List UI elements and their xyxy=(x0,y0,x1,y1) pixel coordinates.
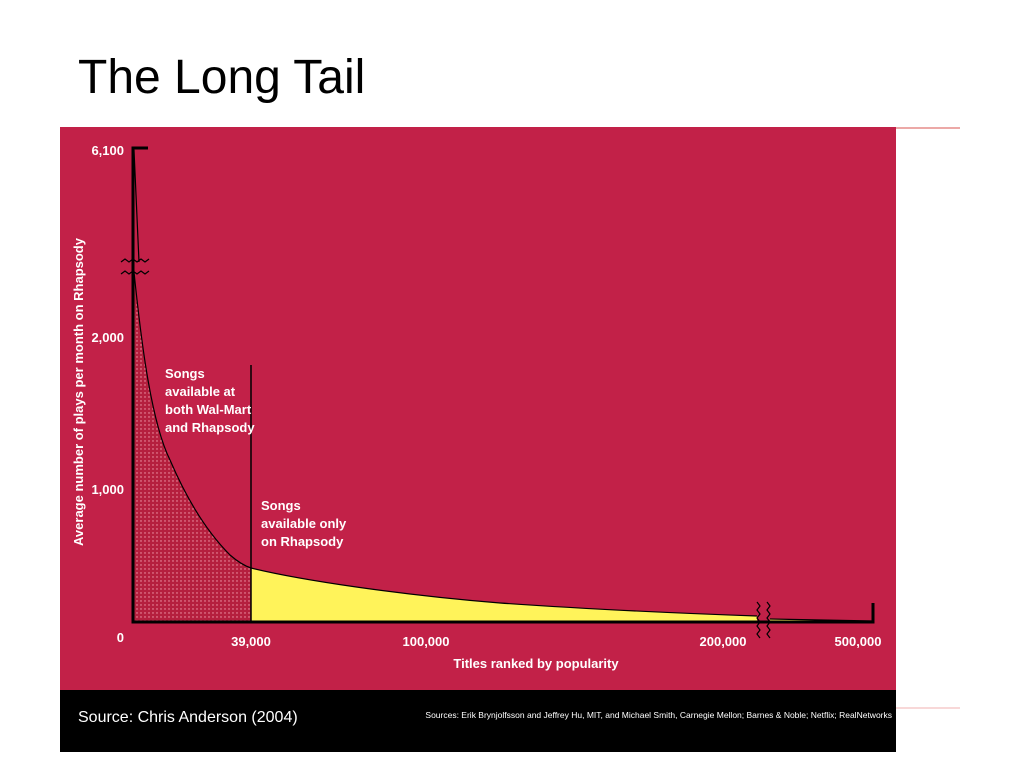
annotation-line: Songs xyxy=(165,366,205,381)
x-axis-title: Titles ranked by popularity xyxy=(453,656,619,671)
x-tick-label: 500,000 xyxy=(835,634,882,649)
annotation-line: on Rhapsody xyxy=(261,534,344,549)
x-tick-label: 200,000 xyxy=(700,634,747,649)
annotation-line: available only xyxy=(261,516,347,531)
y-tick-label: 6,100 xyxy=(91,143,124,158)
axis-break xyxy=(120,258,150,275)
annotation-line: available at xyxy=(165,384,236,399)
y-tick-label: 1,000 xyxy=(91,482,124,497)
axes xyxy=(131,146,875,624)
y-tick-label: 0 xyxy=(117,630,124,645)
footer-band xyxy=(60,690,896,752)
x-tick-label: 100,000 xyxy=(403,634,450,649)
credits: Sources: Erik Brynjolfsson and Jeffrey H… xyxy=(425,710,892,720)
annotation: Songs available at both Wal-Mart and Rha… xyxy=(165,366,255,435)
axis-break xyxy=(756,601,771,639)
annotation-line: both Wal-Mart xyxy=(165,402,252,417)
tail-area xyxy=(251,568,757,622)
head-area xyxy=(134,272,251,622)
slide-title: The Long Tail xyxy=(78,51,365,104)
annotation-line: and Rhapsody xyxy=(165,420,255,435)
annotation-line: Songs xyxy=(261,498,301,513)
annotation: Songs available only on Rhapsody xyxy=(261,498,350,549)
x-tick-label: 39,000 xyxy=(231,634,271,649)
y-tick-label: 2,000 xyxy=(91,330,124,345)
y-axis-title: Average number of plays per month on Rha… xyxy=(71,237,86,546)
source: Source: Chris Anderson (2004) xyxy=(78,709,298,726)
